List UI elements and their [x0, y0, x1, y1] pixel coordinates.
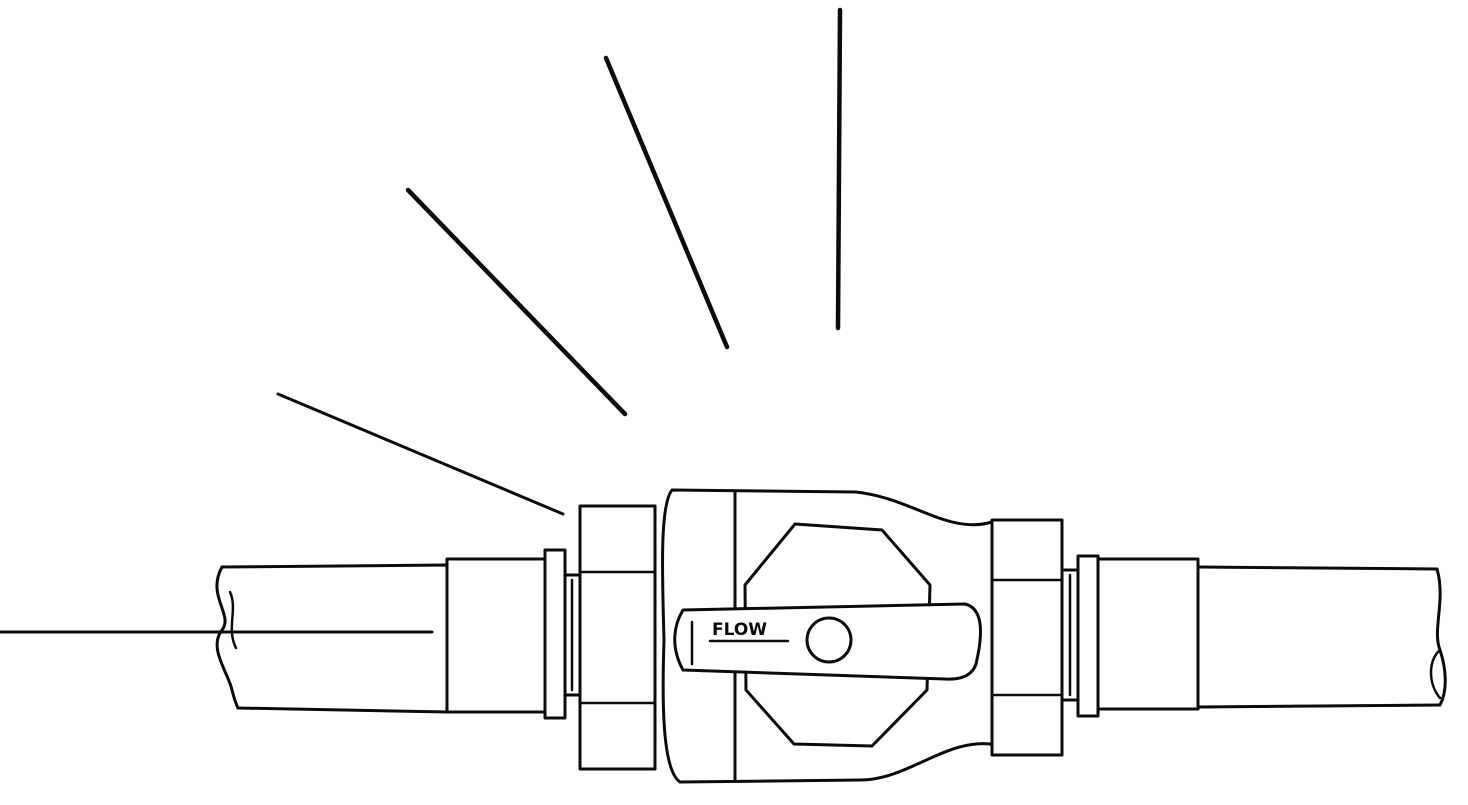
valve-handle: FLOW	[673, 602, 982, 681]
leader-line-4	[276, 392, 565, 516]
handle-label: FLOW	[712, 620, 767, 640]
right-hex-end	[990, 518, 1064, 757]
left-union-nut	[543, 548, 582, 720]
right-pipe	[1196, 565, 1447, 709]
left-pipe	[215, 563, 449, 714]
leader-line-2	[603, 55, 730, 350]
leader-line-1	[835, 7, 843, 331]
right-union-nut	[1060, 554, 1100, 718]
leader-line-3	[405, 187, 628, 417]
handle-pivot-screw	[805, 616, 853, 664]
left-sleeve	[445, 557, 547, 714]
left-hex-end	[578, 504, 657, 771]
right-sleeve	[1096, 557, 1200, 711]
